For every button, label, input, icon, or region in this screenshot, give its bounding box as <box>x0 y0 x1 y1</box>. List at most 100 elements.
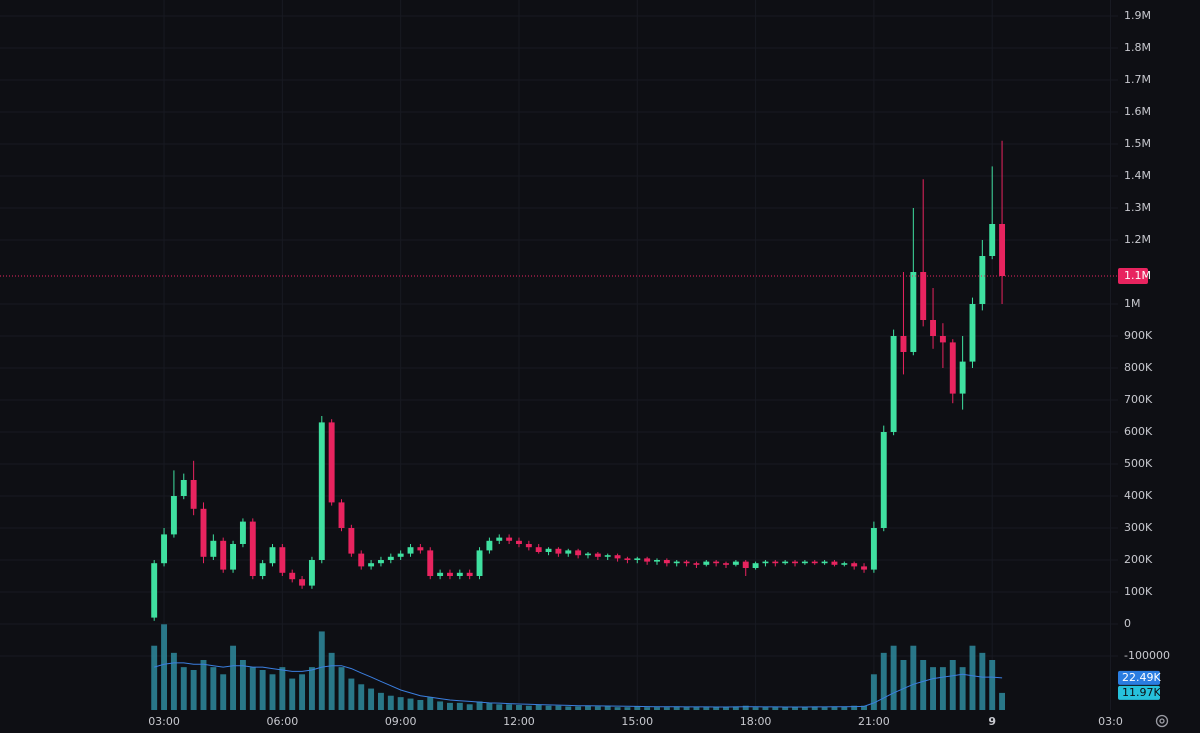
candle-body <box>654 560 660 562</box>
volume-bar <box>437 701 444 710</box>
volume-bar <box>841 706 848 710</box>
candle-body <box>397 553 404 557</box>
volume-ma-box <box>1118 670 1160 685</box>
candle-body <box>328 422 335 503</box>
volume-bar <box>417 700 424 710</box>
volume-bar <box>545 705 552 710</box>
volume-bar <box>683 707 690 710</box>
candle-body <box>417 547 424 551</box>
candle-body <box>841 563 848 565</box>
candle-body <box>683 561 690 564</box>
y-tick-label: 0 <box>1124 617 1131 630</box>
candle-body <box>851 563 858 567</box>
candle-body <box>387 556 394 560</box>
candle-body <box>200 508 207 557</box>
candle-body <box>920 272 927 320</box>
x-tick-label: 06:00 <box>267 715 299 728</box>
candle-body <box>930 320 937 336</box>
candle-body <box>762 561 769 564</box>
volume-bar <box>654 707 660 710</box>
volume-bar <box>535 705 542 710</box>
candle-body <box>506 537 513 541</box>
volume-bar <box>604 706 611 710</box>
volume-bar <box>703 707 710 710</box>
volume-bar <box>663 707 670 710</box>
candle-body <box>575 550 582 556</box>
x-tick-label: 03:0 <box>1098 715 1123 728</box>
candle-body <box>239 521 246 544</box>
candle-body <box>949 342 956 394</box>
candle-body <box>348 528 355 554</box>
candle-body <box>900 336 907 352</box>
y-tick-label: 1.2M <box>1124 233 1151 246</box>
volume-bar <box>762 707 769 710</box>
x-tick-label: 9 <box>988 715 996 728</box>
volume-pane <box>151 624 1006 710</box>
volume-ma-line <box>154 662 1003 708</box>
volume-bar <box>959 667 966 710</box>
volume-bar <box>585 705 591 710</box>
candle-body <box>939 336 946 343</box>
candle-body <box>437 572 444 576</box>
candle-body <box>447 572 453 576</box>
volume-box <box>1118 685 1160 700</box>
candle-body <box>624 558 631 560</box>
volume-bar <box>308 667 315 710</box>
candle-body <box>713 561 720 564</box>
last-price-box <box>1118 268 1148 284</box>
volume-bar <box>575 706 582 710</box>
settings-icon[interactable] <box>1155 714 1169 728</box>
volume-bar <box>328 652 335 710</box>
candle-body <box>792 561 798 564</box>
candle-body <box>476 550 483 576</box>
volume-bar <box>427 697 434 710</box>
candle-body <box>693 563 700 565</box>
candle-body <box>969 304 976 362</box>
candle-body <box>516 540 522 544</box>
candle-body <box>890 336 897 432</box>
volume-bar <box>713 707 720 710</box>
candle-body <box>299 579 306 586</box>
y-tick-label: 600K <box>1124 425 1153 438</box>
volume-bar <box>496 704 503 710</box>
volume-bar <box>466 704 473 710</box>
volume-bar <box>269 674 276 710</box>
candle-body <box>752 563 759 568</box>
candle-body <box>870 528 877 570</box>
volume-bar <box>506 704 513 710</box>
candle-body <box>525 544 532 548</box>
volume-bar <box>289 678 296 710</box>
volume-bar <box>939 667 946 710</box>
volume-bar <box>447 702 453 710</box>
volume-bar <box>220 674 227 710</box>
volume-bar <box>930 667 937 710</box>
candle-body <box>230 544 237 570</box>
candle-body <box>249 521 256 576</box>
settings-ring[interactable] <box>1155 714 1169 728</box>
y-tick-label: 800K <box>1124 361 1153 374</box>
volume-bar <box>486 702 493 710</box>
volume-bar <box>673 706 680 710</box>
volume-ma-label: 22.49K <box>1122 671 1161 684</box>
last-price-label: 1.1M <box>1124 269 1151 282</box>
settings-hub[interactable] <box>1159 718 1165 724</box>
volume-bar <box>348 678 355 710</box>
candle-body <box>486 540 493 551</box>
y-tick-label: 1.6M <box>1124 105 1151 118</box>
volume-bar <box>693 707 700 710</box>
volume-bar <box>644 707 651 710</box>
volume-bar <box>969 645 976 710</box>
candle-body <box>703 561 710 565</box>
volume-bar <box>170 652 177 710</box>
y-tick-label: 700K <box>1124 393 1153 406</box>
candle-body <box>338 502 345 528</box>
candle-body <box>634 558 641 560</box>
volume-bar <box>752 707 759 710</box>
x-tick-label: 18:00 <box>740 715 772 728</box>
volume-bar <box>900 660 907 710</box>
volume-bar <box>279 667 286 710</box>
candle-body <box>427 550 434 576</box>
candle-body <box>161 534 168 564</box>
